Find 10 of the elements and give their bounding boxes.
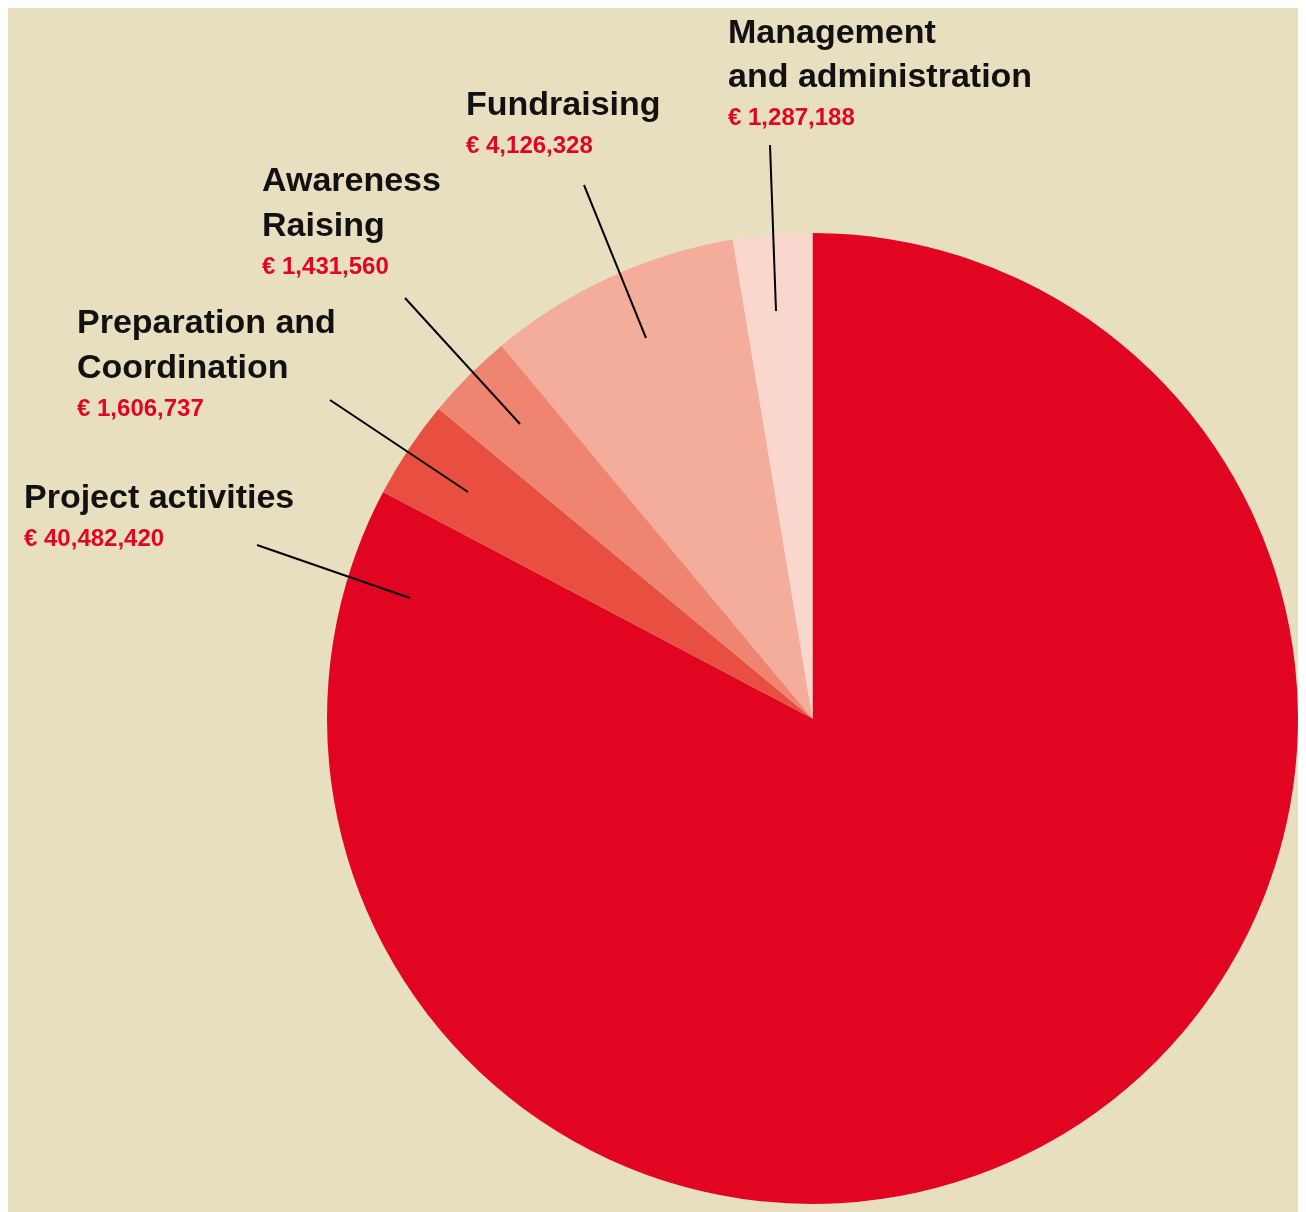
slice-label: Fundraising [466,84,661,122]
data-label: € 1,287,188 [728,103,855,130]
slice-label: Project activities [24,477,295,515]
slice-label: Preparation and Coordination [77,302,336,385]
data-label: € 4,126,328 [466,131,593,158]
slice-label: Awareness Raising [262,160,441,243]
data-label: € 1,431,560 [262,252,389,279]
data-label: € 1,606,737 [77,394,204,421]
data-label: € 40,482,420 [24,524,165,551]
slice-label: Management and administration [728,12,1033,94]
